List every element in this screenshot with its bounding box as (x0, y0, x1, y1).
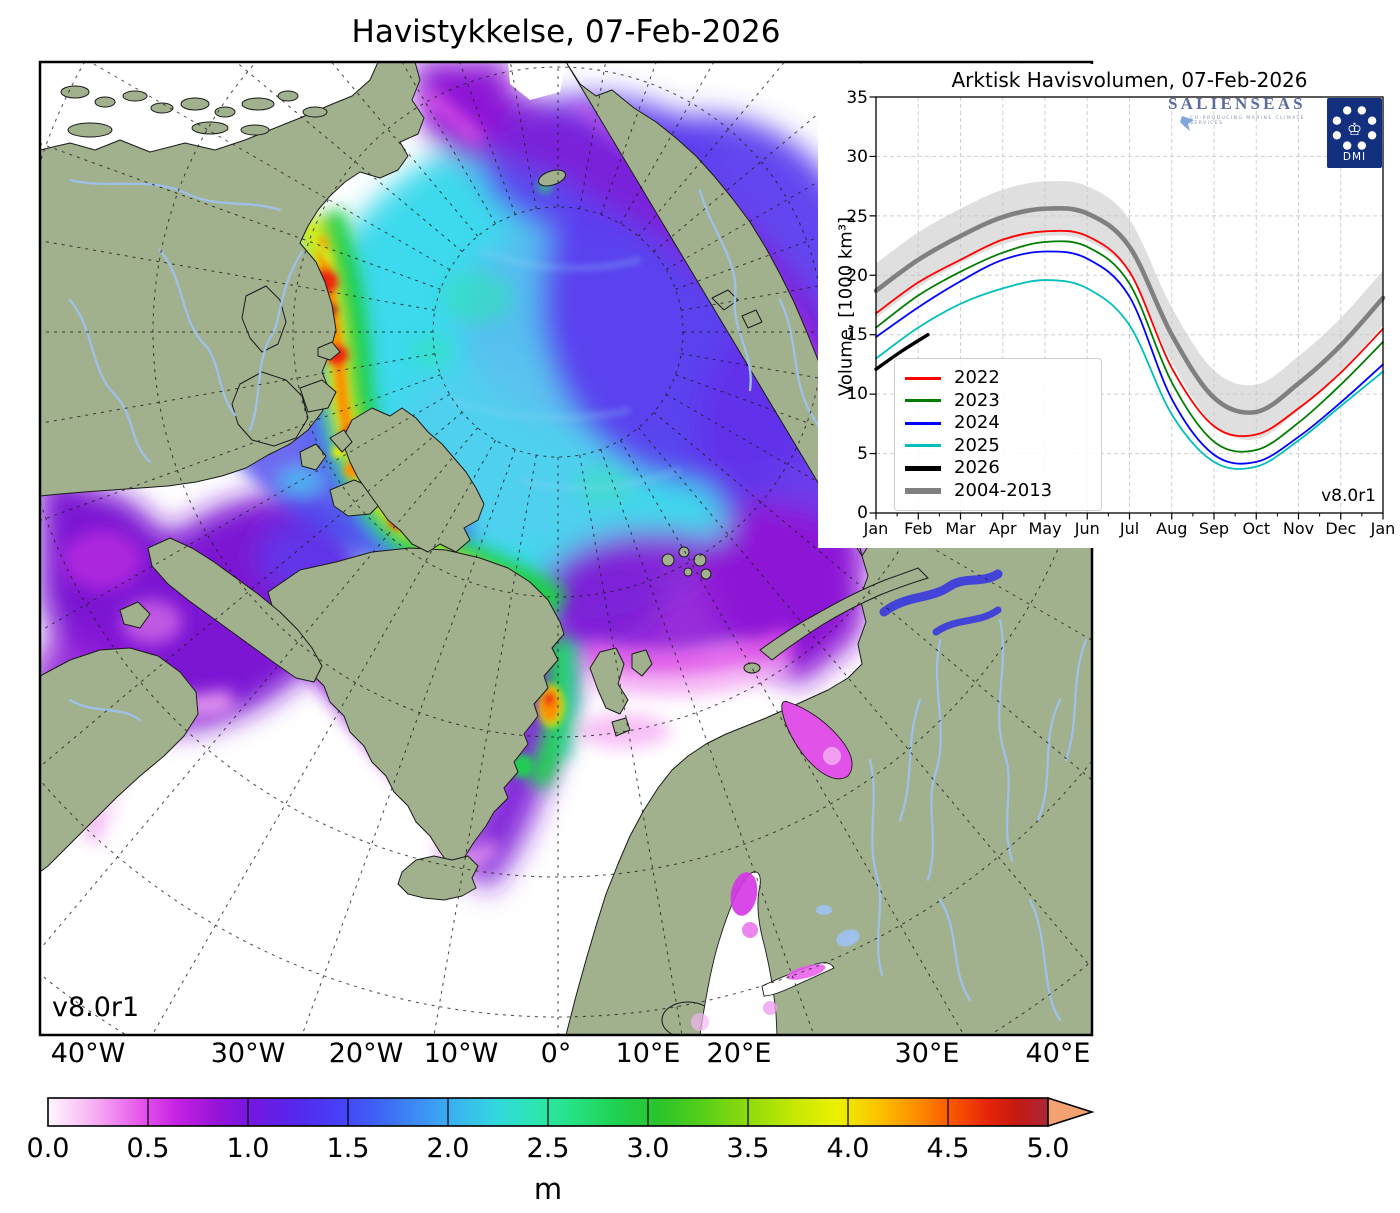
x-tick-label: Dec (1325, 519, 1357, 538)
chart-version-label: v8.0r1 (1321, 486, 1376, 506)
colorbar-tick: 1.0 (226, 1133, 270, 1164)
dmi-crown-icon: ♔ (1332, 106, 1377, 150)
lon-label: 0° (540, 1038, 572, 1069)
legend-item: 2025 (905, 435, 1091, 458)
lon-label: 20°E (706, 1038, 772, 1069)
x-tick-label: Aug (1156, 519, 1188, 538)
lon-label: 10°E (615, 1038, 681, 1069)
colorbar-tick: 1.5 (326, 1133, 370, 1164)
legend-label: 2004-2013 (954, 479, 1053, 501)
lon-label: 10°W (423, 1038, 499, 1069)
y-tick-label: 10 (846, 384, 868, 404)
salienseas-wordmark: SALIENSEAS (1168, 94, 1306, 113)
chart-title: Arktisk Havisvolumen, 07-Feb-2026 (951, 68, 1308, 92)
salienseas-logo: SALIENSEAS CO-PRODUCING MARINE CLIMATE S… (1168, 94, 1328, 131)
legend-swatch (905, 487, 941, 494)
colorbar-arrow (1047, 1096, 1095, 1128)
salienseas-tagline: CO-PRODUCING MARINE CLIMATE SERVICES (1190, 116, 1305, 126)
page-title: Havistykkelse, 07-Feb-2026 (351, 14, 781, 50)
legend-swatch (905, 399, 941, 403)
x-tick-label: Jun (1074, 519, 1100, 538)
map-frame (38, 60, 1094, 1037)
colorbar-tick: 0.0 (26, 1133, 70, 1164)
lon-label: 30°W (210, 1038, 286, 1069)
x-tick-label: Mar (945, 519, 976, 538)
legend-swatch (905, 376, 941, 380)
colorbar-tick: 5.0 (1026, 1133, 1070, 1164)
y-tick-label: 20 (846, 266, 868, 286)
legend-label: 2022 (954, 367, 1000, 389)
y-tick-label: 30 (846, 147, 868, 167)
lon-label: 40°W (50, 1038, 126, 1069)
iceberg-icon (1180, 114, 1196, 132)
y-tick-label: 15 (846, 325, 868, 345)
volume-chart-plot (869, 96, 1386, 520)
lon-label: 30°E (894, 1038, 960, 1069)
legend-item: 2004-2013 (905, 480, 1091, 503)
dmi-wordmark: DMI (1342, 151, 1367, 163)
inland-seas (691, 700, 860, 1035)
lon-label: 40°E (1025, 1038, 1091, 1069)
x-tick-label: Sep (1198, 519, 1230, 538)
legend-item: 2023 (905, 390, 1091, 413)
x-tick-label: Oct (1242, 519, 1271, 538)
colorbar-tick: 2.0 (426, 1133, 470, 1164)
colorbar-tick: 0.5 (126, 1133, 170, 1164)
colorbar-tick: 4.0 (826, 1133, 870, 1164)
colorbar-tick: 3.0 (626, 1133, 670, 1164)
map-version-label: v8.0r1 (52, 992, 140, 1023)
x-tick-label: Jan (863, 519, 889, 538)
lon-label: 20°W (328, 1038, 404, 1069)
legend-item: 2026 (905, 457, 1091, 480)
colorbar-tick: 4.5 (926, 1133, 970, 1164)
legend-label: 2024 (954, 412, 1000, 434)
x-tick-label: Jan (1370, 519, 1396, 538)
legend-label: 2023 (954, 389, 1000, 411)
y-tick-label: 25 (846, 207, 868, 227)
legend-item: 2024 (905, 412, 1091, 435)
land-masses (40, 62, 1092, 1035)
x-tick-label: Nov (1282, 519, 1315, 538)
x-tick-label: May (1028, 519, 1062, 538)
legend-swatch (905, 465, 941, 471)
dmi-logo: ♔ DMI (1327, 98, 1382, 168)
x-tick-label: Apr (988, 519, 1017, 538)
chart-legend: 2022 2023 2024 2025 2026 2004-2013 (894, 358, 1102, 511)
legend-label: 2026 (954, 457, 1000, 479)
y-tick-label: 0 (857, 503, 868, 523)
x-tick-label: Feb (904, 519, 933, 538)
svg-text:♔: ♔ (1347, 120, 1362, 140)
x-tick-label: Jul (1119, 519, 1140, 538)
legend-swatch (905, 444, 941, 448)
colorbar-unit: m (533, 1172, 563, 1206)
y-tick-label: 35 (846, 88, 868, 108)
colorbar-tick: 3.5 (726, 1133, 770, 1164)
volume-chart-panel: Arktisk Havisvolumen, 07-Feb-2026 Volume… (818, 64, 1400, 548)
ob-gulf (879, 569, 1003, 636)
colorbar (47, 1096, 1095, 1128)
legend-swatch (905, 421, 941, 425)
chart-y-axis-label: Volume, [1000 km³] (835, 216, 857, 397)
y-tick-label: 5 (857, 444, 868, 464)
legend-item: 2022 (905, 367, 1091, 390)
legend-label: 2025 (954, 434, 1000, 456)
colorbar-tick: 2.5 (526, 1133, 570, 1164)
